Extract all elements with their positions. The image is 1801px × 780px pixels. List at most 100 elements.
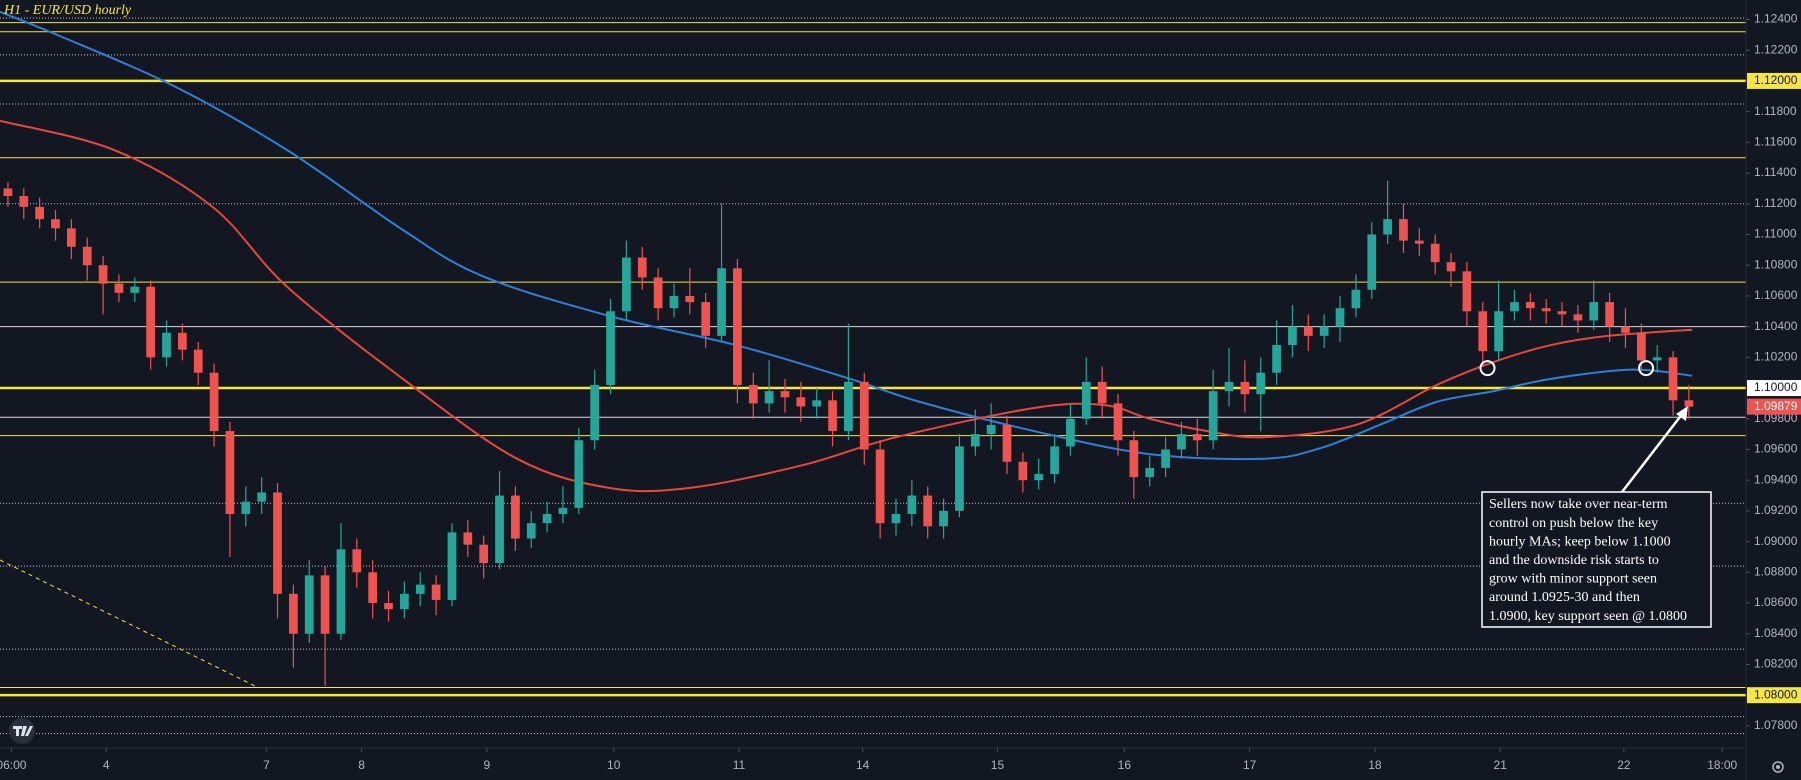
annotation-line: grow with minor support seen — [1489, 572, 1657, 587]
x-tick-label: 16 — [1118, 758, 1132, 772]
y-tick-label: 1.08800 — [1754, 564, 1798, 578]
settings-icon[interactable] — [1772, 761, 1784, 773]
y-tick-label: 1.12200 — [1754, 42, 1798, 56]
y-tick-label: 1.10200 — [1754, 350, 1798, 364]
candle-body — [812, 400, 822, 407]
x-tick-label: 22 — [1617, 758, 1631, 772]
candle-body — [1319, 326, 1329, 336]
y-tick-label: 1.11000 — [1754, 227, 1797, 241]
candle-body — [1652, 357, 1662, 361]
candle-body — [1050, 446, 1059, 475]
candle-body — [336, 549, 346, 634]
candle-body — [35, 206, 45, 220]
candle-body — [1145, 467, 1155, 478]
candle-body — [955, 446, 964, 511]
candle-body — [1446, 262, 1456, 272]
candle-body — [1192, 434, 1202, 441]
candle-body — [875, 449, 885, 524]
candle-body — [1303, 326, 1313, 336]
candle-body — [1272, 345, 1281, 373]
candle-body — [130, 286, 140, 293]
candle-body — [622, 257, 631, 312]
candle-body — [1525, 302, 1535, 309]
levels — [0, 17, 1746, 735]
candle-body — [748, 384, 758, 404]
annotation: Sellers now take over near-term control o… — [1489, 497, 1687, 624]
candle-body — [1066, 418, 1075, 447]
candle-body — [19, 196, 29, 207]
candle-body — [479, 544, 489, 564]
y-tick-label: 1.09200 — [1754, 503, 1798, 517]
markers — [1479, 360, 1655, 377]
tick-highlight — [1747, 687, 1801, 704]
candle-body — [225, 431, 235, 514]
tick-highlight — [1747, 380, 1801, 397]
candle-body — [289, 593, 298, 634]
candle-body — [606, 311, 615, 385]
y-tick-label: 1.10400 — [1754, 319, 1798, 333]
candle-body — [1351, 289, 1361, 309]
candle-body — [1668, 357, 1678, 401]
candle-body — [1113, 403, 1123, 441]
candle-body — [98, 265, 108, 284]
y-tick-label: 1.09600 — [1754, 442, 1798, 456]
candle-body — [637, 257, 647, 278]
candle-body — [574, 440, 584, 508]
candle-body — [368, 572, 378, 604]
y-tick-label: 1.12000 — [1754, 73, 1798, 87]
candle-body — [653, 277, 663, 309]
annotation-line: 1.0900, key support seen @ 1.0800 — [1489, 609, 1687, 624]
candle-body — [590, 384, 600, 441]
y-tick-label: 1.09000 — [1754, 534, 1798, 548]
candle-body — [114, 283, 124, 293]
candle-body — [447, 532, 457, 600]
arrow-head — [1676, 406, 1688, 421]
y-tick-label: 1.10600 — [1754, 288, 1798, 302]
tick-highlight — [1747, 72, 1801, 89]
x-tick-label: 15 — [991, 758, 1005, 772]
candle-body — [1621, 326, 1630, 333]
candle-body — [526, 523, 536, 539]
moving-average — [0, 119, 1693, 493]
candle-body — [257, 492, 267, 502]
x-tick-label: 7 — [263, 758, 270, 772]
candle-body — [1494, 311, 1503, 352]
y-tick-label: 1.11200 — [1754, 196, 1797, 210]
candle-body — [415, 584, 425, 594]
candle-body — [352, 549, 362, 573]
y-tick-label: 1.10000 — [1754, 380, 1798, 394]
annotation-line: around 1.0925-30 and then — [1489, 590, 1640, 605]
candle-body — [320, 575, 330, 634]
candle-body — [1208, 391, 1218, 441]
candle-body — [1367, 234, 1377, 290]
x-tick-label: 18 — [1368, 758, 1382, 772]
candle-body — [717, 268, 726, 336]
candles — [3, 180, 1694, 686]
chart-title: H1 - EUR/USD hourly — [3, 3, 132, 18]
y-tick-label: 1.09400 — [1754, 472, 1798, 486]
y-tick-label: 1.10800 — [1754, 257, 1798, 271]
candle-body — [1430, 243, 1440, 263]
candle-body — [1605, 302, 1614, 327]
candle-body — [1478, 311, 1488, 352]
y-tick-label: 1.08400 — [1754, 626, 1798, 640]
candle-body — [844, 381, 853, 432]
candle-body — [970, 434, 980, 447]
candle-body — [1636, 332, 1646, 361]
candle-body — [463, 532, 473, 545]
candle-body — [241, 501, 251, 514]
candle-body — [1034, 474, 1044, 481]
y-tick-label: 1.11600 — [1754, 135, 1797, 149]
x-tick-label: 21 — [1494, 758, 1508, 772]
candle-body — [1335, 308, 1345, 327]
candle-body — [828, 400, 837, 432]
annotation-line: control on push below the key — [1489, 516, 1658, 531]
candle-body — [1399, 219, 1408, 241]
candle-body — [986, 424, 996, 435]
arrow — [1621, 412, 1684, 493]
candle-body — [1240, 381, 1250, 395]
candle-body — [1573, 314, 1583, 321]
